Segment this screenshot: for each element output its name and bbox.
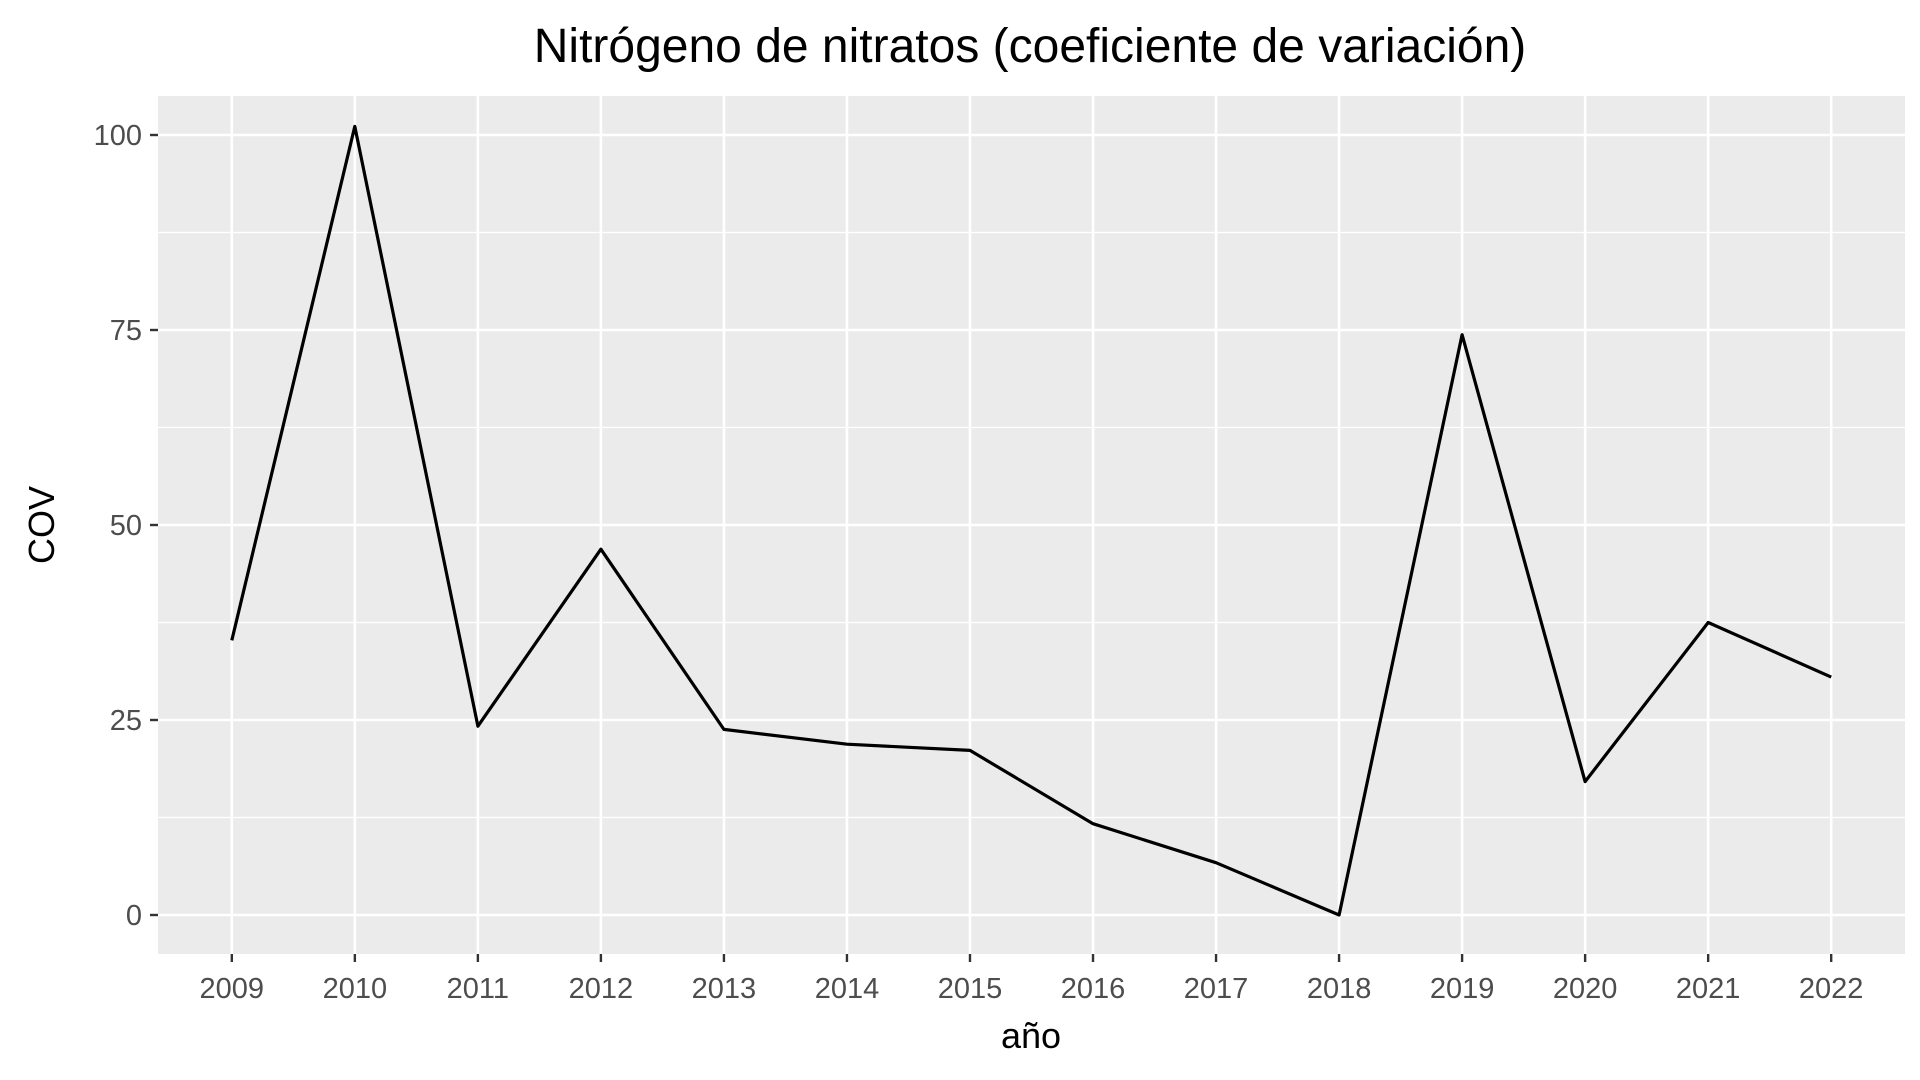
y-axis-ticks: 0 25 50 75 100 [94, 120, 158, 932]
x-tick-label: 2014 [815, 973, 880, 1005]
x-tick-label: 2021 [1676, 973, 1741, 1005]
y-tick-label: 25 [110, 705, 142, 737]
x-axis-ticks: 2009 2010 2011 2012 2013 2014 2015 2016 2017 2018… [200, 954, 1864, 1005]
x-tick-label: 2009 [200, 973, 265, 1005]
y-tick-label: 100 [94, 120, 142, 152]
x-tick-label: 2020 [1553, 973, 1618, 1005]
y-tick-label: 50 [110, 510, 142, 542]
x-tick-label: 2012 [569, 973, 634, 1005]
chart-title: Nitrógeno de nitratos (coeficiente de va… [534, 20, 1527, 73]
x-tick-label: 2017 [1184, 973, 1249, 1005]
y-tick-label: 75 [110, 315, 142, 347]
y-tick-label: 0 [126, 900, 142, 932]
series-line [230, 124, 1832, 917]
x-tick-label: 2022 [1799, 973, 1864, 1005]
x-tick-label: 2011 [447, 973, 509, 1005]
x-tick-label: 2010 [323, 973, 388, 1005]
major-gridlines [158, 96, 1905, 954]
x-tick-label: 2018 [1307, 973, 1372, 1005]
x-tick-label: 2015 [938, 973, 1003, 1005]
x-axis-title: año [1001, 1015, 1061, 1056]
x-tick-label: 2013 [692, 973, 757, 1005]
x-tick-label: 2016 [1061, 973, 1126, 1005]
y-axis-title: COV [21, 486, 62, 564]
x-tick-label: 2019 [1430, 973, 1495, 1005]
minor-gridlines [158, 231, 1905, 819]
